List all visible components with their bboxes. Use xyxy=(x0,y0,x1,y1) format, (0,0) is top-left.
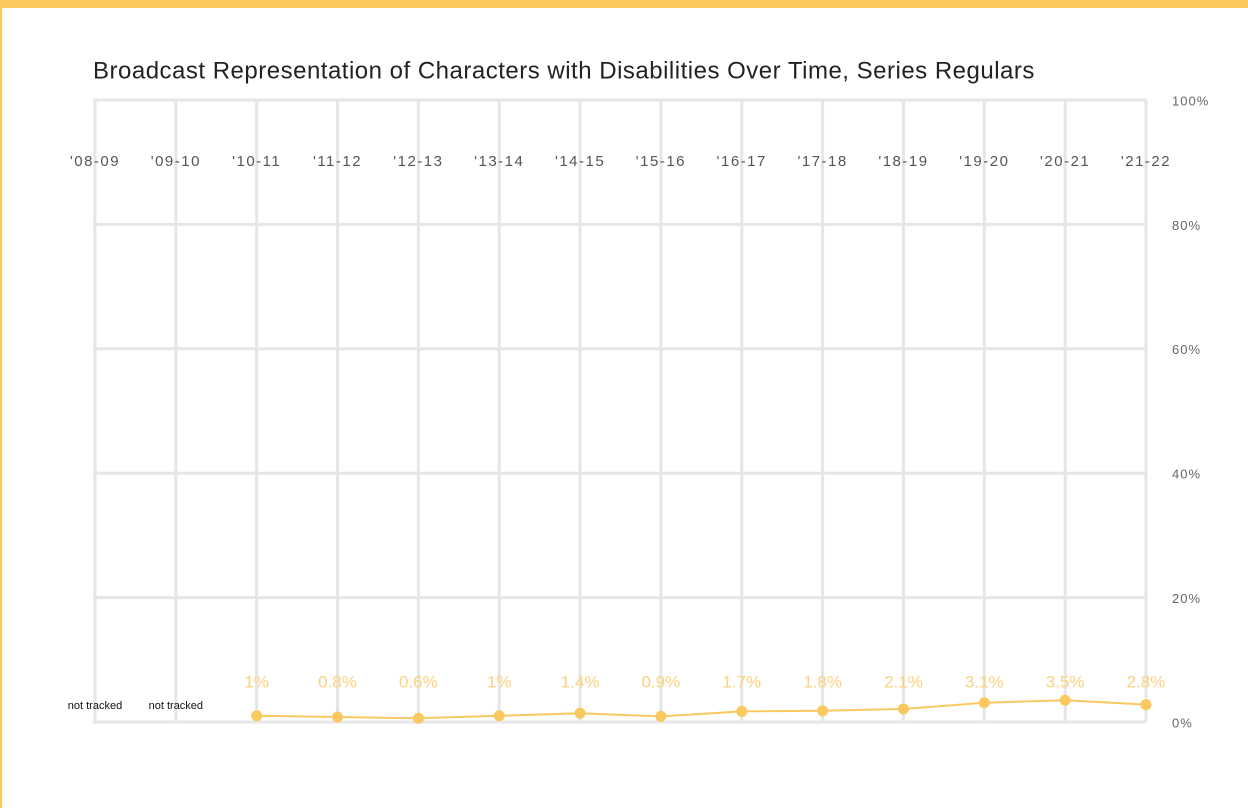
left-border xyxy=(0,0,2,808)
x-tick-label: '17-18 xyxy=(797,153,847,170)
x-tick-label: '21-22 xyxy=(1121,153,1171,170)
data-label: 1.4% xyxy=(561,672,600,691)
point xyxy=(736,705,748,717)
x-tick-label: '12-13 xyxy=(393,153,443,170)
x-tick-label: '15-16 xyxy=(636,153,686,170)
data-label: 3.5% xyxy=(1046,672,1085,691)
x-tick-label: '18-19 xyxy=(878,153,928,170)
data-label: 3.1% xyxy=(965,672,1004,691)
y-tick-label: 80% xyxy=(1172,218,1201,233)
data-label: 2.1% xyxy=(884,672,923,691)
point xyxy=(493,710,505,722)
data-label: 1.7% xyxy=(722,672,761,691)
point xyxy=(251,710,263,722)
data-label: 1% xyxy=(244,672,269,691)
line xyxy=(256,699,1147,720)
point xyxy=(655,710,667,722)
annotation: not tracked xyxy=(68,700,122,712)
point xyxy=(817,705,829,717)
x-tick-label: '08-09 xyxy=(70,153,120,170)
y-tick-label: 0% xyxy=(1172,715,1193,730)
x-tick-label: '10-11 xyxy=(232,153,281,170)
y-tick-label: 40% xyxy=(1172,467,1201,482)
point xyxy=(978,697,990,709)
point xyxy=(412,712,424,724)
top-border xyxy=(0,0,1248,8)
y-tick-label: 100% xyxy=(1172,93,1209,108)
data-label: 2.8% xyxy=(1127,672,1166,691)
x-tick-label: '09-10 xyxy=(151,153,201,170)
x-tick-label: '14-15 xyxy=(555,153,605,170)
point xyxy=(332,711,344,723)
point xyxy=(574,707,586,719)
chart-title: Broadcast Representation of Characters w… xyxy=(93,57,1035,84)
x-tick-label: '20-21 xyxy=(1040,153,1090,170)
point xyxy=(897,703,909,715)
data-label: 0.6% xyxy=(399,672,438,691)
x-tick-label: '11-12 xyxy=(313,153,362,170)
point xyxy=(1059,694,1071,706)
y-tick-label: 60% xyxy=(1172,342,1201,357)
annotation: not tracked xyxy=(149,700,203,712)
point xyxy=(1140,699,1152,711)
x-tick-label: '19-20 xyxy=(959,153,1009,170)
data-label: 1% xyxy=(487,672,512,691)
data-label: 0.8% xyxy=(318,672,357,691)
x-tick-label: '16-17 xyxy=(717,153,767,170)
y-tick-label: 20% xyxy=(1172,591,1201,606)
x-tick-label: '13-14 xyxy=(474,153,524,170)
data-label: 0.9% xyxy=(642,672,681,691)
data-label: 1.8% xyxy=(803,672,842,691)
